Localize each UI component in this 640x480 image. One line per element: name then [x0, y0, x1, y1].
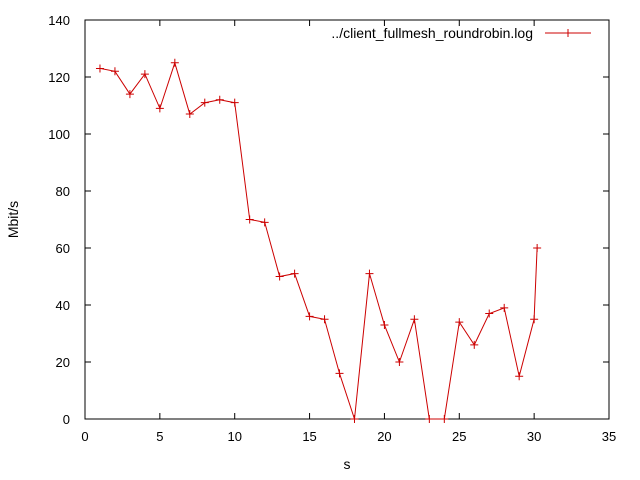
- data-point-marker: [470, 340, 479, 349]
- data-point-marker: [440, 415, 449, 423]
- data-point-marker: [425, 415, 434, 423]
- data-point-marker: [455, 318, 464, 327]
- x-tick-label: 10: [227, 429, 241, 444]
- legend: ../client_fullmesh_roundrobin.log: [331, 25, 591, 41]
- data-point-marker: [533, 244, 542, 252]
- tick-labels: 0 5 10 15 20 25 30 35 0 20 40 60 80 100 120 140: [48, 13, 616, 444]
- axis-ticks: [84, 19, 610, 420]
- x-tick-label: 15: [302, 429, 316, 444]
- data-point-marker: [275, 272, 284, 281]
- series-layer: [95, 58, 542, 423]
- data-point-marker: [95, 64, 104, 73]
- y-tick-label: 40: [56, 298, 70, 313]
- x-tick-label: 20: [377, 429, 391, 444]
- data-point-marker: [530, 315, 539, 324]
- x-tick-label: 35: [602, 429, 616, 444]
- data-point-marker: [230, 98, 239, 107]
- legend-marker: [564, 29, 572, 37]
- data-point-marker: [335, 369, 344, 378]
- x-tick-label: 5: [156, 429, 163, 444]
- x-tick-label: 0: [81, 429, 88, 444]
- data-point-marker: [320, 315, 329, 324]
- y-axis-label: Mbit/s: [5, 201, 21, 238]
- data-point-marker: [365, 269, 374, 278]
- y-tick-label: 140: [48, 13, 70, 28]
- legend-label: ../client_fullmesh_roundrobin.log: [331, 25, 533, 41]
- plot-frame: [84, 19, 610, 420]
- data-point-marker: [305, 312, 314, 321]
- data-point-marker: [140, 70, 149, 79]
- x-tick-label: 25: [452, 429, 466, 444]
- data-point-marker: [485, 309, 494, 318]
- data-point-marker: [245, 215, 254, 224]
- data-point-marker: [500, 303, 509, 312]
- data-point-marker: [350, 415, 359, 423]
- y-tick-label: 20: [56, 355, 70, 370]
- y-tick-label: 0: [63, 412, 70, 427]
- x-axis-label: s: [344, 456, 351, 472]
- data-point-marker: [200, 98, 209, 107]
- data-point-marker: [260, 218, 269, 227]
- y-tick-label: 100: [48, 127, 70, 142]
- y-tick-label: 80: [56, 184, 70, 199]
- data-point-marker: [410, 315, 419, 324]
- data-point-marker: [380, 320, 389, 329]
- data-point-marker: [110, 67, 119, 76]
- data-point-marker: [515, 372, 524, 381]
- data-point-marker: [290, 269, 299, 278]
- data-point-marker: [125, 90, 134, 99]
- series-line: [99, 61, 538, 420]
- x-tick-label: 30: [527, 429, 541, 444]
- data-point-marker: [155, 104, 164, 113]
- y-tick-label: 60: [56, 241, 70, 256]
- y-tick-label: 120: [48, 70, 70, 85]
- data-point-marker: [215, 95, 224, 104]
- data-point-marker: [185, 110, 194, 119]
- data-point-marker: [395, 358, 404, 366]
- data-point-marker: [170, 58, 179, 67]
